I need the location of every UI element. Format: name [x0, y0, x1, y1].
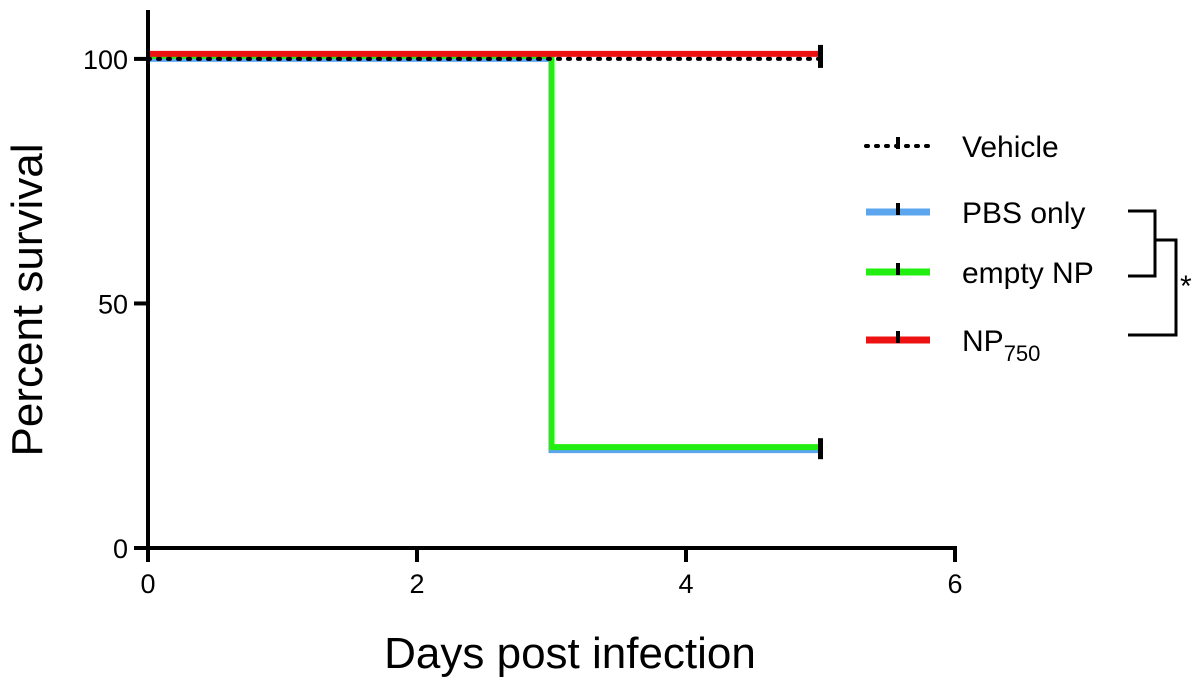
legend-label: PBS only: [962, 197, 1085, 230]
y-tick-label: 50: [98, 289, 128, 319]
series-line-empty-np: [148, 52, 821, 451]
legend-label: Vehicle: [962, 131, 1059, 164]
significance-star: *: [1180, 270, 1192, 303]
x-axis-title: Days post infection: [384, 629, 756, 678]
legend: Vehicle PBS only empty NP NP750: [864, 131, 1094, 366]
bracket-outer: [1128, 238, 1178, 337]
legend-label: empty NP: [962, 257, 1094, 290]
tick-labels: 0 2 4 6 0 50 100: [83, 45, 963, 599]
x-tick-label: 2: [409, 569, 424, 599]
legend-label: NP750: [962, 325, 1040, 366]
bracket-inner: [1128, 209, 1157, 278]
y-axis-title: Percent survival: [3, 143, 52, 456]
x-tick-label: 4: [678, 569, 693, 599]
x-tick-label: 0: [140, 569, 155, 599]
significance-bracket: *: [1128, 209, 1192, 337]
series-layer: [146, 44, 823, 460]
legend-label-subscript: 750: [1004, 341, 1041, 366]
x-tick-label: 6: [947, 569, 962, 599]
axes: [134, 10, 957, 562]
y-tick-label: 0: [113, 534, 128, 564]
series-line-pbs-only: [148, 55, 821, 454]
y-tick-label: 100: [83, 45, 128, 75]
